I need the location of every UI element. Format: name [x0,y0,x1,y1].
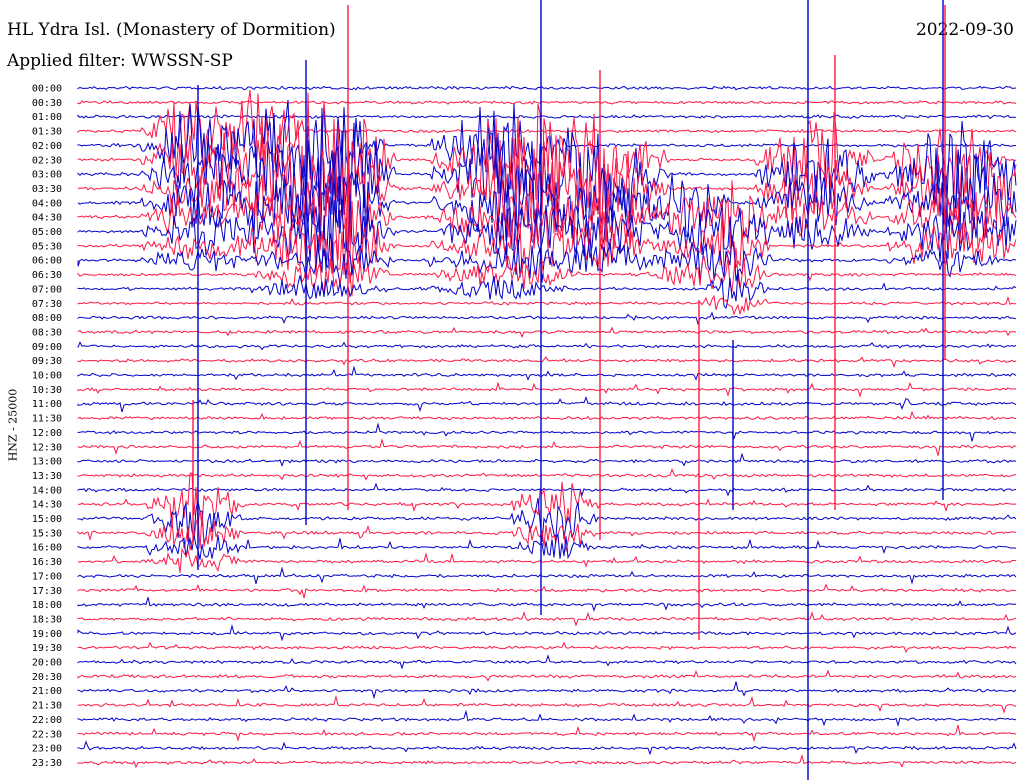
trace-line [77,532,1017,560]
trace-line [77,396,1017,413]
time-tick-label: 14:30 [32,500,62,511]
time-tick-label: 19:00 [32,629,62,640]
trace-line [77,482,1017,497]
trace-line [77,654,1017,670]
trace-line [77,724,1017,742]
trace-line [77,341,1017,351]
time-tick-label: 06:00 [32,256,62,267]
trace-line [77,365,1017,381]
trace-line [77,611,1017,627]
time-tick-label: 12:00 [32,428,62,439]
time-tick-label: 23:30 [32,758,62,769]
time-tick-label: 10:30 [32,385,62,396]
time-tick-label: 11:00 [32,399,62,410]
time-tick-label: 09:00 [32,342,62,353]
time-tick-label: 20:00 [32,658,62,669]
filter-label: Applied filter: WWSSN-SP [7,51,233,71]
trace-line [77,176,1017,273]
trace-line [77,114,1017,120]
station-title: HL Ydra Isl. (Monastery of Dormition) [7,20,336,40]
time-tick-label: 16:00 [32,543,62,554]
time-tick-label: 08:30 [32,327,62,338]
time-tick-label: 15:00 [32,514,62,525]
time-tick-label: 00:00 [32,84,62,95]
trace-line [77,694,1017,714]
trace-line [77,311,1017,326]
time-tick-label: 08:00 [32,313,62,324]
trace-line [77,709,1017,728]
trace-line [77,566,1017,585]
trace-line [77,99,1017,105]
time-tick-label: 07:30 [32,299,62,310]
time-tick-label: 05:30 [32,241,62,252]
time-tick-label: 07:00 [32,284,62,295]
trace-line [77,597,1017,612]
time-tick-label: 06:30 [32,270,62,281]
trace-line [77,381,1017,398]
trace-line [77,294,1017,316]
time-tick-label: 17:30 [32,586,62,597]
time-tick-label: 23:00 [32,744,62,755]
time-tick-label: 03:30 [32,184,62,195]
time-tick-label: 13:00 [32,457,62,468]
trace-line [77,422,1017,442]
trace-line [77,472,1017,528]
trace-line [77,152,1017,251]
time-tick-label: 18:00 [32,600,62,611]
trace-line [77,210,1017,283]
trace-line [77,583,1017,599]
trace-line [77,99,1017,207]
trace-line [77,669,1017,682]
time-tick-label: 15:30 [32,528,62,539]
time-tick-label: 18:30 [32,614,62,625]
trace-line [77,247,1017,297]
trace-line [77,547,1017,573]
time-tick-label: 12:30 [32,442,62,453]
trace-line [77,641,1017,653]
trace-line [77,740,1017,756]
trace-line [77,85,1017,91]
trace-line [77,326,1017,339]
time-tick-label: 20:30 [32,672,62,683]
time-tick-label: 19:30 [32,643,62,654]
trace-line [77,410,1017,421]
time-tick-label: 22:30 [32,729,62,740]
time-tick-label: 01:30 [32,127,62,138]
trace-line [77,437,1017,456]
time-tick-label: 02:30 [32,155,62,166]
time-tick-label: 04:00 [32,198,62,209]
time-tick-label: 09:30 [32,356,62,367]
time-tick-label: 14:00 [32,485,62,496]
trace-line [77,681,1017,700]
time-tick-label: 10:00 [32,371,62,382]
record-date: 2022-09-30 [915,20,1014,40]
time-tick-label: 01:00 [32,112,62,123]
trace-line [77,754,1017,769]
time-tick-label: 04:30 [32,213,62,224]
trace-line [77,92,1017,223]
time-tick-label: 21:00 [32,686,62,697]
time-tick-label: 22:00 [32,715,62,726]
trace-line [77,452,1017,468]
time-tick-label: 21:30 [32,701,62,712]
time-tick-label: 13:30 [32,471,62,482]
time-tick-label: 11:30 [32,414,62,425]
time-tick-label: 00:30 [32,98,62,109]
trace-line [77,468,1017,481]
trace-line [77,270,1017,310]
trace-line [77,498,1017,543]
time-tick-label: 05:00 [32,227,62,238]
time-tick-label: 16:30 [32,557,62,568]
trace-line [77,624,1017,642]
time-tick-label: 03:00 [32,170,62,181]
time-tick-label: 17:00 [32,571,62,582]
trace-line [77,356,1017,369]
trace-line [77,513,1017,552]
trace-line [77,233,1017,285]
time-tick-label: 02:00 [32,141,62,152]
